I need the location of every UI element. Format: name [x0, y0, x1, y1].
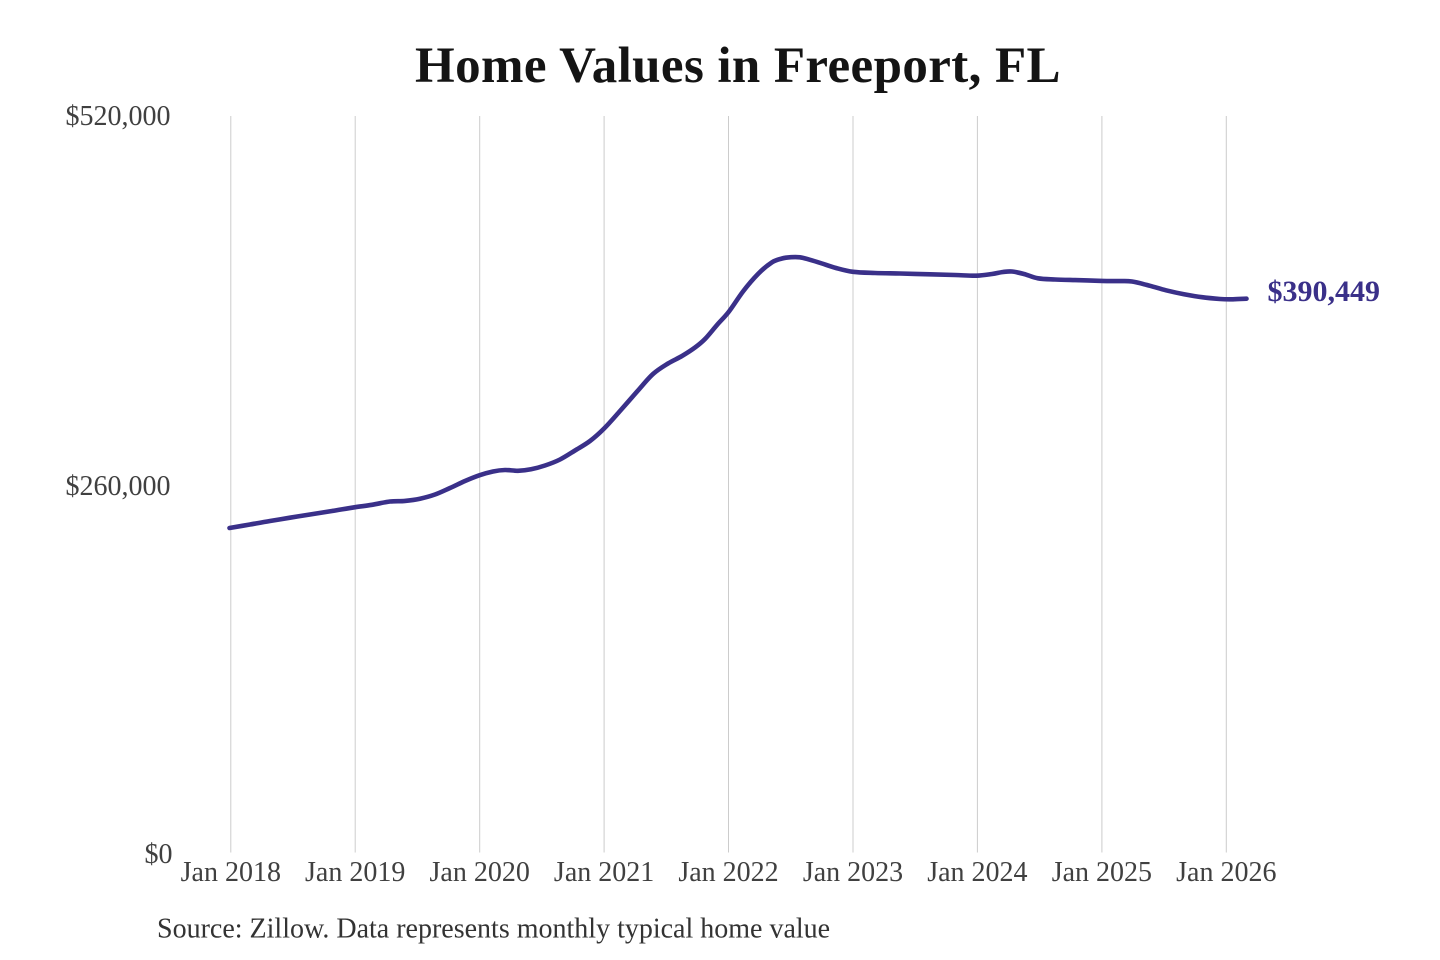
svg-text:$390,449: $390,449 — [1268, 275, 1381, 308]
svg-text:Source: Zillow. Data represent: Source: Zillow. Data represents monthly … — [157, 914, 830, 945]
svg-text:$260,000: $260,000 — [66, 471, 171, 502]
svg-text:Jan 2020: Jan 2020 — [430, 857, 530, 888]
svg-text:Jan 2022: Jan 2022 — [678, 857, 778, 888]
svg-text:Jan 2021: Jan 2021 — [554, 857, 654, 888]
svg-text:Jan 2018: Jan 2018 — [181, 857, 281, 888]
svg-text:Jan 2019: Jan 2019 — [305, 857, 405, 888]
svg-text:Jan 2024: Jan 2024 — [927, 857, 1027, 888]
svg-text:$0: $0 — [145, 839, 173, 870]
svg-text:Jan 2026: Jan 2026 — [1176, 857, 1276, 888]
svg-text:$520,000: $520,000 — [66, 101, 171, 132]
svg-text:Jan 2025: Jan 2025 — [1052, 857, 1152, 888]
svg-text:Jan 2023: Jan 2023 — [803, 857, 903, 888]
svg-text:Home Values in Freeport, FL: Home Values in Freeport, FL — [415, 38, 1061, 94]
